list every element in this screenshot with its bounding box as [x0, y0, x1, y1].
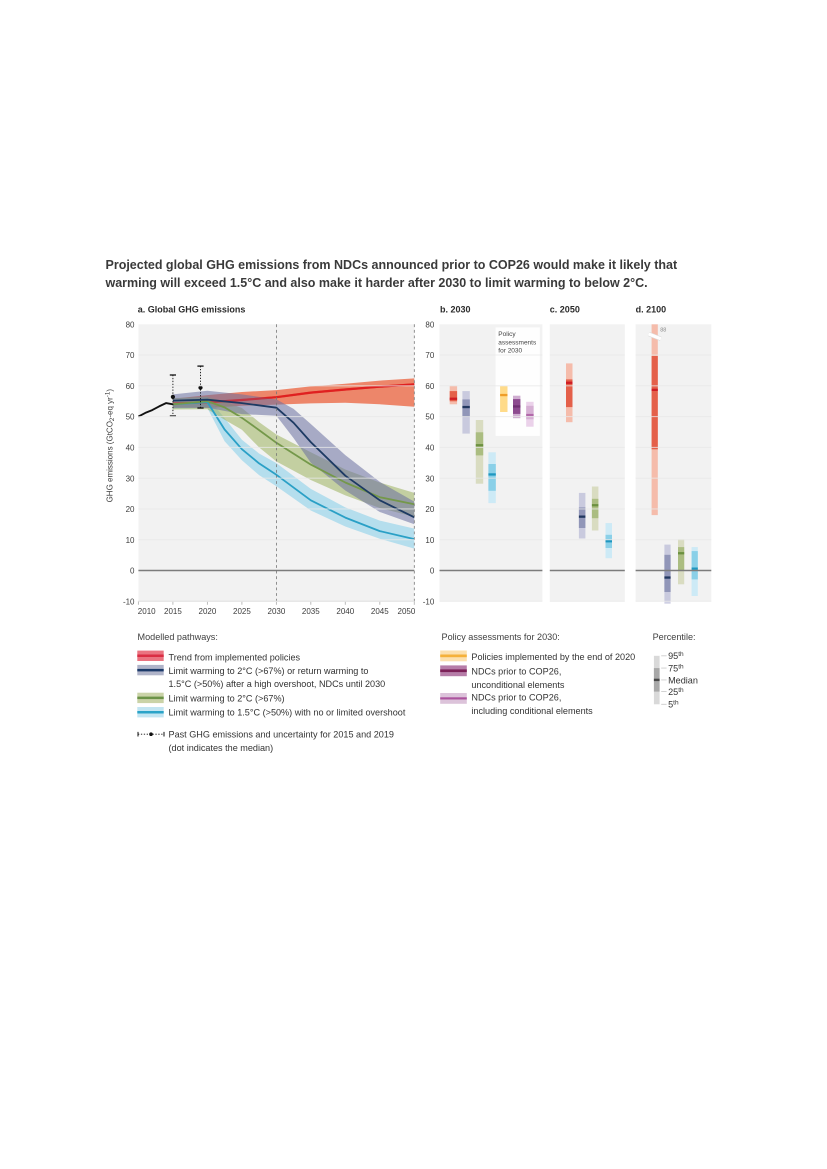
- svg-text:Percentile:: Percentile:: [653, 632, 696, 642]
- svg-text:d. 2100: d. 2100: [636, 304, 667, 314]
- svg-text:40: 40: [425, 444, 434, 453]
- svg-text:b. 2030: b. 2030: [440, 304, 471, 314]
- svg-text:75th: 75th: [668, 664, 684, 674]
- svg-text:0: 0: [430, 567, 435, 576]
- svg-text:a. Global GHG emissions: a. Global GHG emissions: [138, 304, 246, 314]
- svg-text:5th: 5th: [668, 700, 679, 710]
- svg-text:NDCs prior to COP26,: NDCs prior to COP26,: [471, 693, 561, 703]
- svg-text:1.5°C (>50%) after a high over: 1.5°C (>50%) after a high overshoot, NDC…: [169, 679, 386, 689]
- svg-text:70: 70: [425, 351, 434, 360]
- svg-text:20: 20: [425, 505, 434, 514]
- svg-text:-10: -10: [123, 597, 135, 606]
- svg-text:NDCs prior to COP26,: NDCs prior to COP26,: [471, 666, 561, 676]
- svg-text:c. 2050: c. 2050: [550, 304, 580, 314]
- svg-text:80: 80: [425, 320, 434, 329]
- svg-text:Limit warming to 2°C (>67%): Limit warming to 2°C (>67%): [169, 693, 285, 703]
- svg-text:GHG emissions (GtCO2-eq yr-1): GHG emissions (GtCO2-eq yr-1): [104, 389, 116, 503]
- svg-text:(dot indicates the median): (dot indicates the median): [169, 743, 274, 753]
- svg-text:60: 60: [425, 382, 434, 391]
- svg-text:Projected global GHG emissions: Projected global GHG emissions from NDCs…: [106, 258, 678, 272]
- svg-text:30: 30: [126, 474, 135, 483]
- svg-text:unconditional elements: unconditional elements: [471, 680, 564, 690]
- svg-text:0: 0: [130, 567, 135, 576]
- svg-text:Median: Median: [668, 675, 698, 685]
- svg-text:70: 70: [126, 351, 135, 360]
- svg-text:2010: 2010: [138, 607, 156, 616]
- svg-text:2045: 2045: [371, 607, 389, 616]
- svg-text:2025: 2025: [233, 607, 251, 616]
- svg-text:Trend from implemented policie: Trend from implemented policies: [169, 652, 301, 662]
- svg-text:80: 80: [126, 320, 135, 329]
- svg-text:assessments: assessments: [498, 339, 537, 346]
- svg-text:2030: 2030: [268, 607, 286, 616]
- svg-text:40: 40: [126, 444, 135, 453]
- svg-text:88: 88: [660, 327, 666, 333]
- svg-text:-10: -10: [423, 597, 435, 606]
- svg-text:95th: 95th: [668, 651, 684, 661]
- svg-text:for 2030: for 2030: [498, 348, 522, 355]
- svg-text:10: 10: [126, 536, 135, 545]
- svg-text:20: 20: [126, 505, 135, 514]
- svg-text:warming will exceed 1.5°C and: warming will exceed 1.5°C and also make …: [105, 276, 648, 290]
- svg-text:including conditional elements: including conditional elements: [471, 706, 593, 716]
- svg-text:Past GHG emissions and uncerta: Past GHG emissions and uncertainty for 2…: [169, 729, 394, 739]
- svg-text:30: 30: [425, 474, 434, 483]
- svg-text:2015: 2015: [164, 607, 182, 616]
- svg-text:25th: 25th: [668, 687, 684, 697]
- svg-text:2035: 2035: [302, 607, 320, 616]
- svg-text:50: 50: [126, 413, 135, 422]
- svg-text:Policy: Policy: [498, 331, 516, 338]
- svg-text:Limit warming to 1.5°C (>50%): Limit warming to 1.5°C (>50%) with no or…: [169, 708, 406, 718]
- svg-text:60: 60: [126, 382, 135, 391]
- svg-text:Limit warming to 2°C (>67%) or: Limit warming to 2°C (>67%) or return wa…: [169, 666, 369, 676]
- svg-text:2040: 2040: [336, 607, 354, 616]
- svg-text:50: 50: [425, 413, 434, 422]
- svg-text:2020: 2020: [199, 607, 217, 616]
- svg-text:Modelled pathways:: Modelled pathways:: [138, 632, 218, 642]
- svg-text:Policies implemented by the en: Policies implemented by the end of 2020: [471, 652, 635, 662]
- svg-text:2050: 2050: [398, 607, 416, 616]
- svg-text:Policy assessments for 2030:: Policy assessments for 2030:: [442, 632, 560, 642]
- svg-text:10: 10: [425, 536, 434, 545]
